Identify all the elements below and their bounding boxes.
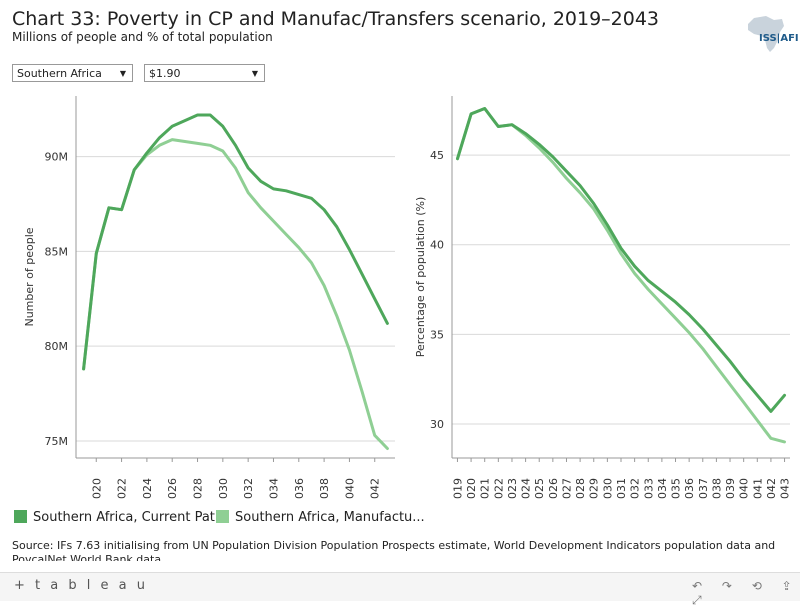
x-tick-label: 2038 bbox=[318, 478, 331, 500]
x-tick-label: 2042 bbox=[369, 478, 382, 500]
x-tick-label: 2039 bbox=[724, 478, 737, 500]
x-tick-label: 2038 bbox=[710, 478, 723, 500]
y-tick-label: 85M bbox=[45, 245, 69, 258]
x-tick-label: 2025 bbox=[533, 478, 546, 500]
x-tick-label: 2037 bbox=[697, 478, 710, 500]
legend-item-current-path[interactable]: Southern Africa, Current Path bbox=[14, 510, 223, 525]
x-tick-label: 2032 bbox=[242, 478, 255, 500]
y-tick-label: 45 bbox=[430, 149, 444, 162]
region-dropdown-value: Southern Africa bbox=[17, 67, 102, 80]
chevron-down-icon: ▼ bbox=[251, 69, 258, 78]
region-dropdown[interactable]: Southern Africa ▼ bbox=[12, 64, 133, 82]
source-note: Source: IFs 7.63 initialising from UN Po… bbox=[12, 539, 776, 561]
x-tick-label: 2028 bbox=[192, 478, 205, 500]
legend-swatch bbox=[216, 510, 229, 523]
x-tick-label: 2020 bbox=[465, 478, 478, 500]
poverty-charts: 75M 80M 85M 90M 2020 2022 2024 2026 2028 2030 2032… bbox=[23, 96, 792, 500]
y-axis-title: Number of people bbox=[23, 227, 36, 326]
x-tick-label: 2026 bbox=[166, 478, 179, 500]
tableau-toolbar: + t a b l e a u ↶ ↷ ⟲ ⇪ ⤢ bbox=[0, 572, 800, 607]
x-tick-label: 2031 bbox=[615, 478, 628, 500]
page-title: Chart 33: Poverty in CP and Manufac/Tran… bbox=[12, 8, 660, 30]
x-tick-label: 2024 bbox=[520, 478, 533, 500]
toolbar-icons[interactable]: ↶ ↷ ⟲ ⇪ ⤢ bbox=[692, 579, 800, 607]
x-tick-label: 2034 bbox=[656, 478, 669, 500]
x-tick-label: 2030 bbox=[217, 478, 230, 500]
x-tick-label: 2034 bbox=[267, 478, 280, 500]
y-tick-label: 80M bbox=[45, 340, 69, 353]
x-tick-label: 2021 bbox=[479, 478, 492, 500]
x-tick-label: 2019 bbox=[451, 478, 464, 500]
y-axis-title: Percentage of population (%) bbox=[414, 197, 427, 358]
x-tick-label: 2041 bbox=[751, 478, 764, 500]
series-line-current-path bbox=[82, 113, 389, 371]
x-tick-label: 2035 bbox=[670, 478, 683, 500]
x-tick-label: 2023 bbox=[506, 478, 519, 500]
x-tick-label: 2020 bbox=[90, 478, 103, 500]
x-tick-label: 2022 bbox=[116, 478, 129, 500]
x-tick-label: 2026 bbox=[547, 478, 560, 500]
x-tick-label: 2042 bbox=[765, 478, 778, 500]
x-tick-label: 2033 bbox=[642, 478, 655, 500]
y-tick-label: 30 bbox=[430, 418, 444, 431]
chevron-down-icon: ▼ bbox=[119, 69, 126, 78]
threshold-dropdown[interactable]: $1.90 ▼ bbox=[144, 64, 265, 82]
x-tick-label: 2029 bbox=[588, 478, 601, 500]
series-line-manufacturing bbox=[456, 107, 786, 444]
threshold-dropdown-value: $1.90 bbox=[149, 67, 181, 80]
x-tick-label: 2040 bbox=[738, 478, 751, 500]
x-tick-label: 2022 bbox=[492, 478, 505, 500]
y-tick-label: 75M bbox=[45, 435, 69, 448]
x-tick-label: 2027 bbox=[560, 478, 573, 500]
x-tick-label: 2036 bbox=[293, 478, 306, 500]
africa-map-icon bbox=[748, 16, 784, 52]
x-tick-label: 2028 bbox=[574, 478, 587, 500]
y-tick-label: 35 bbox=[430, 328, 444, 341]
x-tick-label: 2043 bbox=[779, 478, 792, 500]
y-tick-label: 40 bbox=[430, 239, 444, 252]
legend-label: Southern Africa, Current Path bbox=[33, 510, 224, 525]
legend-swatch bbox=[14, 510, 27, 523]
y-tick-label: 90M bbox=[45, 151, 69, 164]
series-line-current-path bbox=[456, 107, 786, 413]
tableau-logo[interactable]: + t a b l e a u bbox=[14, 578, 148, 593]
page-subtitle: Millions of people and % of total popula… bbox=[12, 30, 273, 44]
x-tick-label: 2040 bbox=[343, 478, 356, 500]
x-tick-label: 2036 bbox=[683, 478, 696, 500]
x-tick-label: 2030 bbox=[601, 478, 614, 500]
x-tick-label: 2032 bbox=[629, 478, 642, 500]
legend-label: Southern Africa, Manufactu... bbox=[235, 510, 425, 525]
x-tick-label: 2024 bbox=[141, 478, 154, 500]
iss-afi-logo: ISS|AFI bbox=[759, 33, 799, 44]
legend-item-manufacturing[interactable]: Southern Africa, Manufactu... bbox=[216, 510, 425, 525]
